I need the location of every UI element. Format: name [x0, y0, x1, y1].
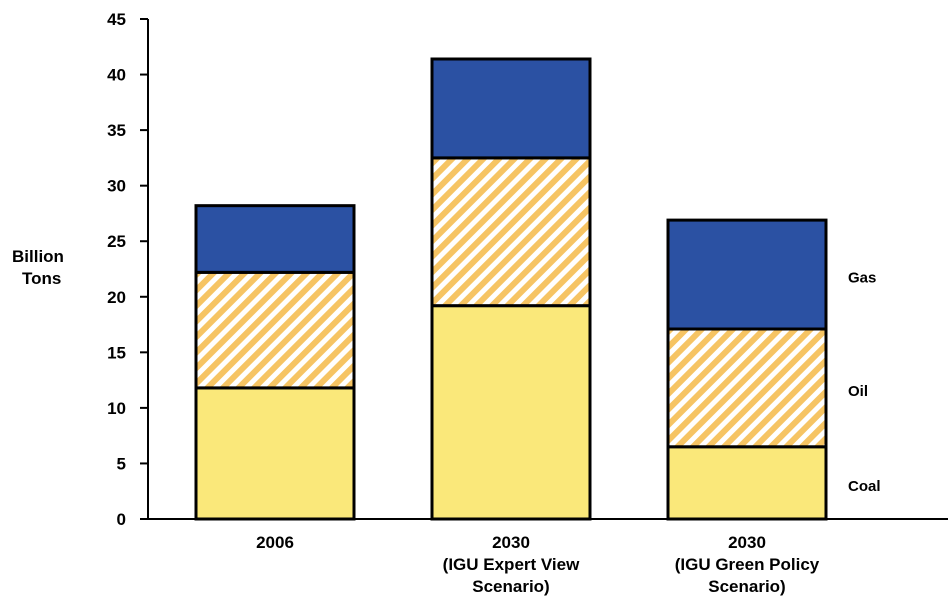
bar-segment-gas [194, 204, 356, 274]
bar-segment-coal [194, 386, 356, 521]
bar-segment-gas [430, 57, 592, 160]
y-tick-label: 20 [107, 288, 126, 307]
bar-segment-oil [430, 156, 592, 308]
x-axis: 2006 2030 (IGU Expert View Scenario) 2030 (IG… [148, 518, 948, 596]
y-tick-label: 10 [107, 399, 126, 418]
bar-segment-oil [666, 327, 828, 449]
legend-label-gas: Gas [848, 270, 876, 287]
y-tick-label: 5 [117, 454, 126, 473]
y-axis-label: Billion Tons [12, 247, 64, 288]
y-tick-label: 45 [107, 10, 126, 29]
x-category-label: 2030 (IGU Expert View Scenario) [443, 533, 580, 596]
bar-segment-gas [666, 218, 828, 331]
legend-label-oil: Oil [848, 383, 868, 400]
x-category-label: 2006 [256, 533, 294, 552]
y-tick-label: 30 [107, 177, 126, 196]
y-tick-label: 15 [107, 343, 126, 362]
bar-segment-coal [430, 304, 592, 521]
y-axis: 0 5 10 15 20 25 30 35 40 45 [107, 10, 149, 529]
y-tick-label: 35 [107, 121, 126, 140]
y-tick-label: 0 [117, 510, 126, 529]
y-tick-label: 40 [107, 66, 126, 85]
bar-segment-oil [194, 270, 356, 390]
legend-label-coal: Coal [848, 478, 881, 495]
x-category-label: 2030 (IGU Green Policy Scenario) [675, 533, 820, 596]
legend: Coal Oil Gas [848, 270, 881, 495]
bars [194, 57, 828, 521]
bar-segment-coal [666, 445, 828, 521]
y-tick-label: 25 [107, 232, 126, 251]
y-axis-title: Billion Tons [12, 247, 64, 288]
